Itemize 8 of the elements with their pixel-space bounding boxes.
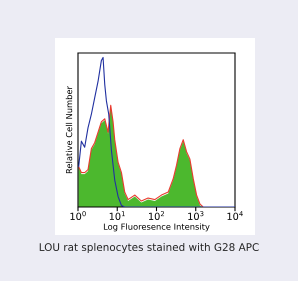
- text: LOU rat splenocytes stained with G28 APC: [40, 242, 259, 254]
- x-tick-label: 10$^{3}$: [188, 211, 204, 220]
- x-tick-label: 10$^{2}$: [149, 211, 164, 220]
- y-axis-title: Relative Cell Number: [66, 86, 72, 174]
- x-tick-label: 10$^{0}$: [70, 211, 86, 220]
- x-axis-title: Log Fluoresence Intensity: [104, 223, 210, 232]
- x-tick-label: 10$^{1}$: [110, 211, 125, 220]
- x-tick-label: 10$^{4}$: [228, 211, 243, 220]
